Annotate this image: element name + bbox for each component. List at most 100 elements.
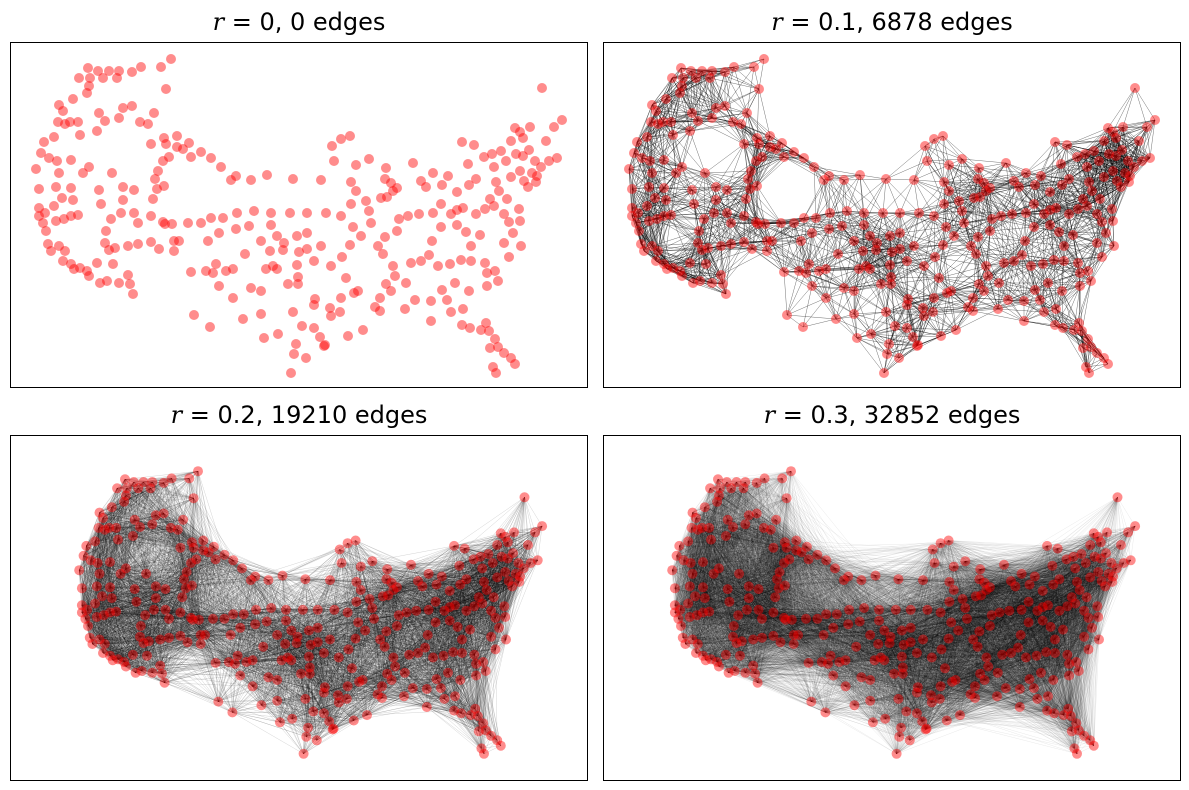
- node-marker: [364, 594, 375, 604]
- node-marker: [125, 279, 135, 289]
- node-marker: [1073, 258, 1083, 268]
- node-marker: [524, 145, 534, 155]
- node-marker: [999, 559, 1009, 570]
- node-marker: [624, 164, 634, 174]
- node-marker: [935, 681, 946, 692]
- node-marker: [856, 672, 867, 683]
- node-marker: [896, 625, 907, 636]
- node-marker: [256, 309, 266, 319]
- node-marker: [914, 208, 924, 218]
- node-marker: [634, 226, 644, 236]
- node-marker: [687, 185, 697, 195]
- node-marker: [895, 208, 905, 218]
- node-marker: [812, 549, 823, 560]
- node-marker: [99, 524, 110, 535]
- node-marker: [417, 581, 428, 592]
- node-marker: [1118, 558, 1129, 568]
- node-marker: [172, 131, 182, 141]
- node-marker: [786, 466, 796, 477]
- node-marker: [475, 551, 486, 562]
- node-marker: [668, 263, 678, 273]
- node-marker: [167, 219, 177, 229]
- node-marker: [470, 703, 481, 714]
- node-marker: [98, 610, 109, 621]
- node-marker: [150, 581, 161, 592]
- node-marker: [779, 152, 789, 162]
- node-marker: [834, 657, 845, 667]
- panel-title: r = 0.3, 32852 edges: [763, 401, 1021, 429]
- node-marker: [1019, 296, 1029, 306]
- node-marker: [901, 706, 912, 717]
- node-marker: [245, 575, 256, 586]
- node-marker: [985, 226, 995, 236]
- node-marker: [333, 697, 344, 708]
- node-marker: [1083, 612, 1094, 623]
- node-marker: [673, 613, 684, 624]
- node-marker: [946, 617, 957, 628]
- node-marker: [406, 258, 416, 268]
- node-marker: [929, 211, 939, 221]
- node-marker: [123, 270, 133, 280]
- node-marker: [1062, 649, 1073, 660]
- node-marker: [776, 218, 786, 228]
- node-marker: [1099, 172, 1109, 182]
- node-marker: [919, 311, 929, 321]
- node-marker: [886, 279, 896, 289]
- graph-edges: [79, 471, 543, 754]
- node-marker: [1013, 642, 1024, 653]
- node-marker: [494, 186, 504, 196]
- node-marker: [1042, 705, 1053, 716]
- node-marker: [779, 580, 790, 591]
- node-marker: [482, 281, 492, 291]
- node-marker: [1083, 266, 1093, 276]
- node-marker: [1130, 83, 1140, 93]
- node-marker: [1093, 531, 1104, 542]
- node-marker: [327, 141, 337, 151]
- node-marker: [155, 660, 166, 671]
- node-marker: [281, 615, 291, 626]
- node-marker: [74, 73, 84, 83]
- node-marker: [1006, 576, 1016, 586]
- node-marker: [683, 536, 694, 547]
- node-marker: [480, 666, 491, 676]
- node-marker: [1036, 171, 1046, 181]
- node-marker: [158, 217, 168, 227]
- node-marker: [693, 238, 703, 248]
- node-marker: [175, 607, 186, 618]
- node-marker: [514, 204, 524, 214]
- node-marker: [1057, 286, 1067, 296]
- node-marker: [178, 514, 189, 525]
- node-marker: [627, 211, 637, 221]
- node-marker: [114, 113, 124, 123]
- node-marker: [703, 243, 713, 253]
- node-marker: [971, 249, 981, 259]
- node-marker: [468, 554, 479, 565]
- node-marker: [349, 288, 359, 298]
- node-marker: [421, 182, 431, 192]
- node-marker: [99, 639, 110, 649]
- node-marker: [251, 604, 262, 615]
- node-marker: [997, 649, 1008, 660]
- node-marker: [500, 612, 511, 622]
- node-marker: [959, 218, 969, 228]
- node-marker: [942, 288, 952, 298]
- node-marker: [494, 622, 504, 633]
- node-marker: [890, 604, 901, 615]
- node-marker: [485, 343, 495, 353]
- node-marker: [179, 574, 189, 585]
- node-marker: [266, 208, 276, 218]
- node-marker: [976, 590, 987, 601]
- node-marker: [659, 211, 669, 221]
- node-marker: [43, 239, 53, 249]
- node-marker: [165, 522, 176, 533]
- node-marker: [362, 710, 372, 721]
- node-marker: [968, 293, 978, 303]
- node-marker: [720, 531, 731, 541]
- node-marker: [188, 493, 199, 504]
- node-marker: [881, 307, 891, 317]
- node-marker: [1009, 176, 1019, 186]
- node-marker: [1058, 323, 1068, 333]
- node-marker: [1082, 162, 1092, 172]
- node-marker: [675, 266, 685, 276]
- node-marker: [803, 554, 814, 565]
